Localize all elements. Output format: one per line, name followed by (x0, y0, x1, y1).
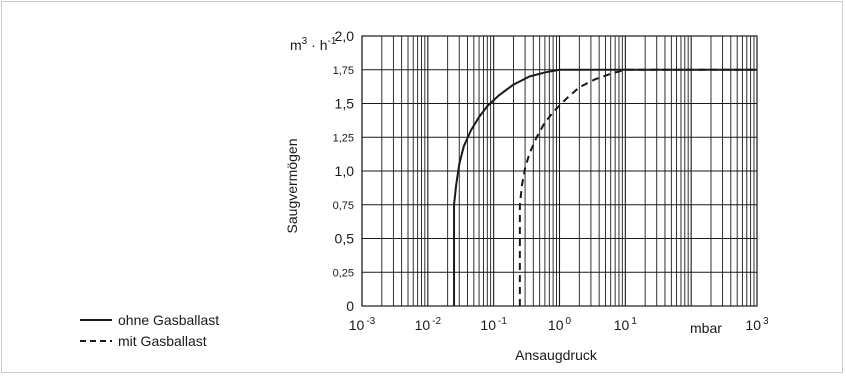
x-tick-label: 10 -2 (415, 316, 442, 333)
y-tick-label: 1,75 (333, 65, 354, 77)
x-axis-title: Ansaugdruck (515, 347, 598, 363)
y-tick-labels: 0 0,25 0,5 0,75 1,0 1,25 1,5 1,75 2,0 (333, 28, 355, 314)
series-ohne-gasballast (453, 68, 757, 306)
x-tick-label: 10 -1 (480, 316, 507, 333)
grid (361, 35, 757, 307)
x-tick-label: 10 1 (614, 316, 638, 333)
x-tick-label: 10 3 (745, 316, 769, 333)
y-tick-label: 1,25 (333, 132, 354, 144)
y-tick-label: 0,5 (335, 231, 355, 247)
y-tick-label: 0,25 (333, 267, 354, 279)
legend-dashed-label: mit Gasballast (118, 333, 207, 349)
y-unit-label: m3 · h-1 (290, 36, 337, 53)
series-mit-gasballast (518, 68, 757, 306)
y-tick-label: 0,75 (333, 200, 354, 212)
x-tick-label: 10 0 (548, 316, 572, 333)
x-unit-label: mbar (690, 320, 722, 336)
y-tick-label: 1,0 (335, 163, 355, 179)
y-axis-title: Saugvermögen (284, 139, 300, 234)
y-tick-label: 2,0 (335, 28, 355, 44)
legend-solid-label: ohne Gasballast (118, 312, 219, 328)
curves (453, 68, 757, 306)
y-tick-label: 1,5 (335, 96, 355, 112)
plot-border (361, 35, 758, 307)
y-tick-label: 0 (346, 298, 354, 314)
legend: ohne Gasballast mit Gasballast (80, 312, 219, 349)
x-tick-labels: 10 -3 10 -2 10 -1 10 0 10 1 10 3 (349, 316, 769, 333)
x-tick-label: 10 -3 (349, 316, 376, 333)
